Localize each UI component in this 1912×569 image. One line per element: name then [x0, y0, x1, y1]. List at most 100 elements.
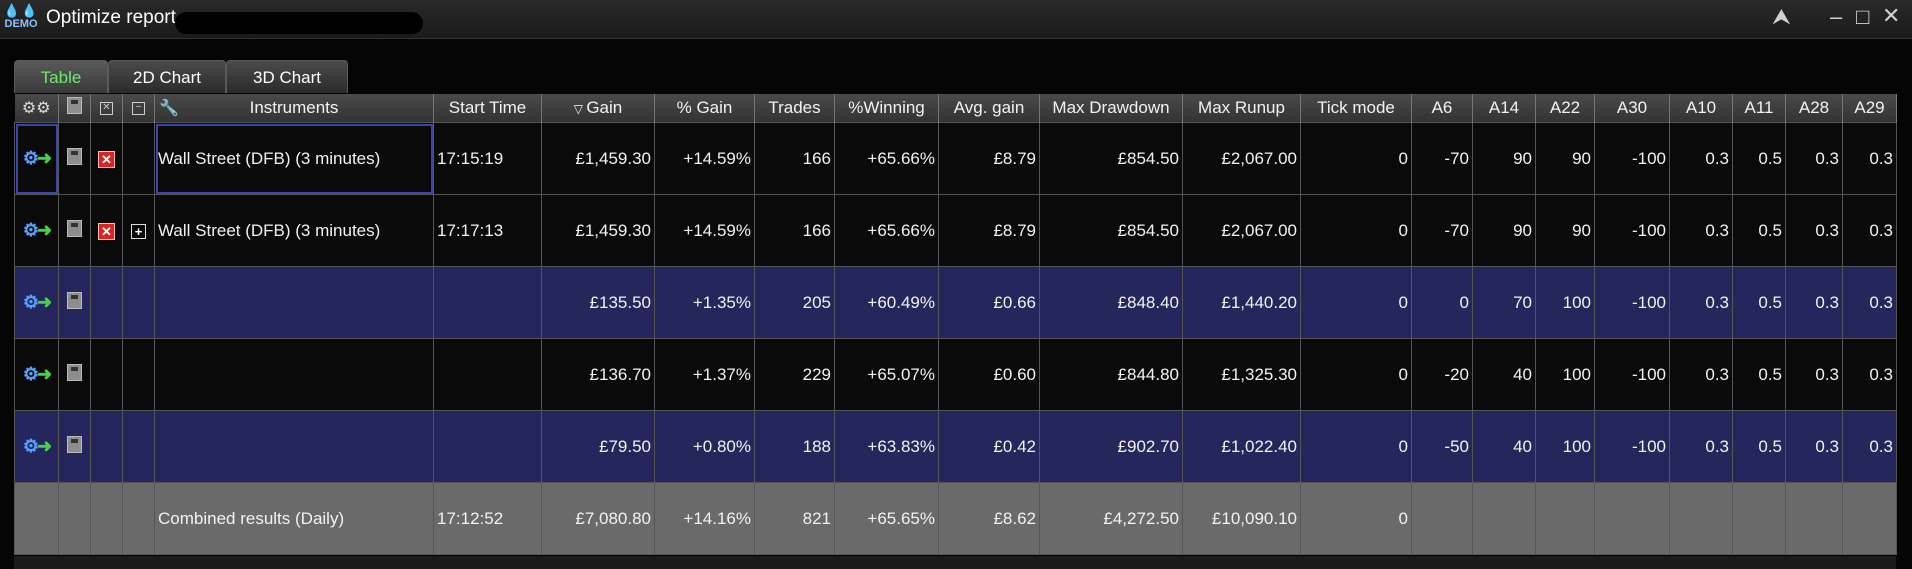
- redacted-area: [175, 12, 423, 34]
- delete-icon[interactable]: ✕: [90, 194, 123, 267]
- table-row[interactable]: ⚙➜ ✕ Wall Street (DFB) (3 minutes) 17:15…: [14, 122, 1897, 195]
- gears-icon[interactable]: ⚙⚙: [14, 94, 59, 123]
- cell-a11: 0.5: [1732, 266, 1786, 339]
- empty-cell: [58, 482, 91, 555]
- cell-a6: -70: [1411, 122, 1473, 195]
- cell-a11: 0.5: [1732, 410, 1786, 483]
- maximize-icon[interactable]: □: [1856, 4, 1870, 29]
- cell-max-runup: £1,325.30: [1182, 338, 1301, 411]
- cell-start-time: [433, 266, 542, 339]
- tab-table[interactable]: Table: [14, 60, 108, 93]
- col-max-runup[interactable]: Max Runup: [1182, 94, 1301, 123]
- cell-avg-gain: £0.42: [938, 410, 1040, 483]
- save-icon[interactable]: [58, 266, 91, 339]
- cell-instrument[interactable]: [154, 410, 434, 483]
- cell-instrument[interactable]: Combined results (Daily): [154, 482, 434, 555]
- save-icon[interactable]: [58, 410, 91, 483]
- col-max-drawdown[interactable]: Max Drawdown: [1039, 94, 1183, 123]
- cell-max-runup: £10,090.10: [1182, 482, 1301, 555]
- empty-cell: [90, 266, 123, 339]
- cell-pct-winning: +65.66%: [834, 122, 939, 195]
- optimize-gear-icon[interactable]: ⚙➜: [14, 194, 59, 267]
- save-icon[interactable]: [58, 338, 91, 411]
- col-gain-label: Gain: [586, 98, 623, 117]
- expand-plus-icon[interactable]: +: [122, 194, 155, 267]
- table-row[interactable]: ⚙➜ ✕ + Wall Street (DFB) (3 minutes) 17:…: [14, 194, 1897, 267]
- title-bar: 💧💧 DEMO Optimize report - ⮝ – □ ✕: [0, 0, 1912, 39]
- table-row[interactable]: ⚙➜ £136.70 +1.37% 229 +65.07% £0.60 £844…: [14, 338, 1897, 411]
- save-icon[interactable]: [58, 122, 91, 195]
- table-row[interactable]: ⚙➜ £135.50 +1.35% 205 +60.49% £0.66 £848…: [14, 266, 1897, 339]
- wrench-icon[interactable]: 🔧: [159, 100, 179, 117]
- cell-pct-winning: +65.66%: [834, 194, 939, 267]
- cell-a22: 100: [1535, 338, 1595, 411]
- cell-pct-winning: +65.65%: [834, 482, 939, 555]
- cell-trades: 205: [754, 266, 835, 339]
- col-a14[interactable]: A14: [1472, 94, 1536, 123]
- cell-pct-gain: +0.80%: [654, 410, 755, 483]
- header-row: ⚙⚙ ✕ − 🔧 Instruments Start Time ▽ Gain % …: [14, 94, 1897, 123]
- cell-a6: -50: [1411, 410, 1473, 483]
- cell-start-time: 17:12:52: [433, 482, 542, 555]
- cell-a28: 0.3: [1785, 266, 1843, 339]
- cell-gain: £79.50: [541, 410, 655, 483]
- col-pct-gain[interactable]: % Gain: [654, 94, 755, 123]
- cell-pct-winning: +60.49%: [834, 266, 939, 339]
- optimize-gear-icon[interactable]: ⚙➜: [14, 338, 59, 411]
- cell-a6: 0: [1411, 266, 1473, 339]
- optimize-gear-icon[interactable]: ⚙➜: [14, 266, 59, 339]
- empty-cell: [90, 482, 123, 555]
- empty-cell: [122, 338, 155, 411]
- cell-a14: 40: [1472, 338, 1536, 411]
- col-trades[interactable]: Trades: [754, 94, 835, 123]
- cell-a30: -100: [1594, 266, 1670, 339]
- cell-max-runup: £2,067.00: [1182, 194, 1301, 267]
- cell-instrument[interactable]: [154, 338, 434, 411]
- save-all-icon[interactable]: [58, 94, 91, 123]
- cell-a6: -20: [1411, 338, 1473, 411]
- cell-a14: 70: [1472, 266, 1536, 339]
- cell-a22: 100: [1535, 266, 1595, 339]
- col-a6[interactable]: A6: [1411, 94, 1473, 123]
- cell-gain: £1,459.30: [541, 194, 655, 267]
- cell-instrument[interactable]: [154, 266, 434, 339]
- table-row[interactable]: ⚙➜ £79.50 +0.80% 188 +63.83% £0.42 £902.…: [14, 410, 1897, 483]
- col-a11[interactable]: A11: [1732, 94, 1786, 123]
- minimize-icon[interactable]: –: [1830, 4, 1843, 29]
- cell-a6: -70: [1411, 194, 1473, 267]
- optimize-gear-icon[interactable]: ⚙➜: [14, 410, 59, 483]
- cell-a10: 0.3: [1669, 122, 1733, 195]
- col-gain[interactable]: ▽ Gain: [541, 94, 655, 123]
- col-start-time[interactable]: Start Time: [433, 94, 542, 123]
- save-icon[interactable]: [58, 194, 91, 267]
- col-pct-winning[interactable]: %Winning: [834, 94, 939, 123]
- cell-avg-gain: £8.62: [938, 482, 1040, 555]
- tab-2d-chart[interactable]: 2D Chart: [108, 60, 226, 93]
- empty-cell: [90, 410, 123, 483]
- tab-3d-chart[interactable]: 3D Chart: [226, 60, 348, 93]
- col-a10[interactable]: A10: [1669, 94, 1733, 123]
- cell-a11: 0.5: [1732, 194, 1786, 267]
- cell-a14: 90: [1472, 122, 1536, 195]
- col-a30[interactable]: A30: [1594, 94, 1670, 123]
- col-avg-gain[interactable]: Avg. gain: [938, 94, 1040, 123]
- collapse-icon[interactable]: −: [122, 94, 155, 123]
- col-a22[interactable]: A22: [1535, 94, 1595, 123]
- empty-cell: [1669, 482, 1733, 555]
- horizontal-scrollbar[interactable]: [14, 556, 1896, 569]
- optimize-gear-icon[interactable]: ⚙➜: [14, 122, 59, 195]
- col-tick-mode[interactable]: Tick mode: [1300, 94, 1412, 123]
- col-instruments[interactable]: 🔧 Instruments: [154, 94, 434, 123]
- col-a29[interactable]: A29: [1842, 94, 1897, 123]
- delete-all-icon[interactable]: ✕: [90, 94, 123, 123]
- cell-a29: 0.3: [1842, 410, 1897, 483]
- combined-row[interactable]: Combined results (Daily) 17:12:52 £7,080…: [14, 482, 1897, 555]
- close-icon[interactable]: ✕: [1882, 3, 1901, 28]
- delete-icon[interactable]: ✕: [90, 122, 123, 195]
- cell-start-time: 17:17:13: [433, 194, 542, 267]
- col-a28[interactable]: A28: [1785, 94, 1843, 123]
- cell-a30: -100: [1594, 122, 1670, 195]
- share-icon[interactable]: ⮝: [1772, 4, 1791, 29]
- cell-instrument[interactable]: Wall Street (DFB) (3 minutes): [154, 122, 434, 195]
- cell-instrument[interactable]: Wall Street (DFB) (3 minutes): [154, 194, 434, 267]
